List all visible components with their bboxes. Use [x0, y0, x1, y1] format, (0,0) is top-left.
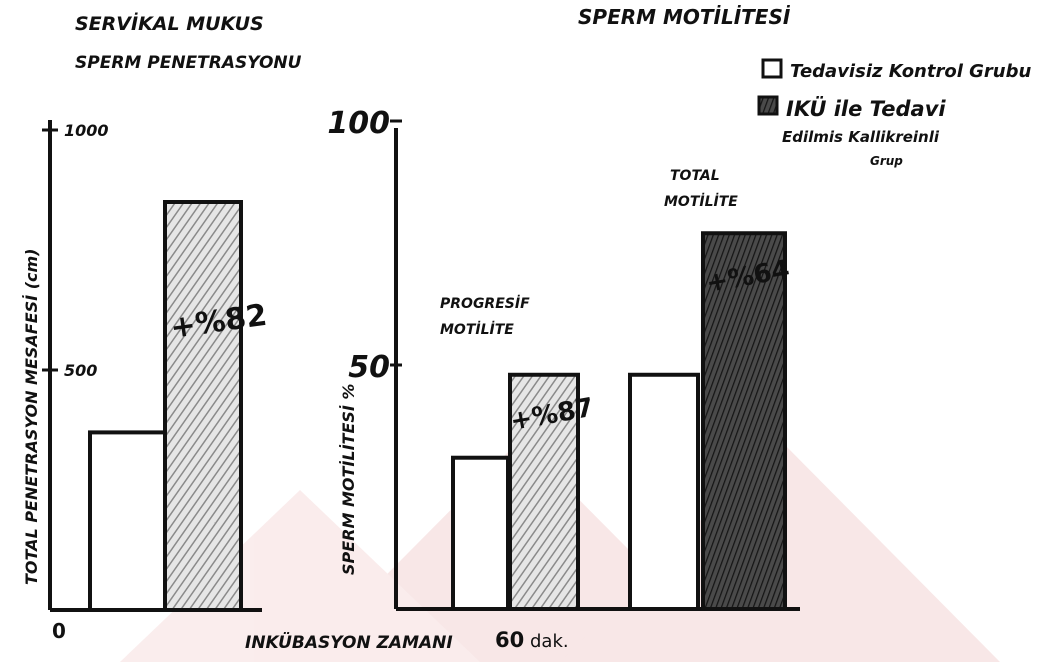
right-bar-treated-1	[701, 231, 787, 612]
legend-swatch-control	[761, 58, 783, 79]
legend: Tedavisiz Kontrol Grubu IKÜ ile Tedavi E…	[757, 58, 1032, 168]
right-bar-treated-0	[508, 372, 580, 612]
legend-label-treated-line2: Edilmis Kallikreinli	[782, 128, 940, 146]
left-y-tick-label: 500	[64, 361, 97, 380]
incubation-unit: dak.	[530, 631, 569, 652]
left-origin-label: 0	[52, 619, 66, 643]
legend-label-treated-line1: IKÜ ile Tedavi	[786, 96, 946, 121]
right-category-label-line2: MOTİLİTE	[664, 193, 738, 210]
right-chart-title: SPERM MOTİLİTESİ	[578, 5, 791, 29]
incubation-value: 60	[495, 628, 524, 652]
incubation-label: INKÜBASYON ZAMANI	[245, 631, 453, 653]
legend-swatch-treated	[757, 95, 779, 116]
right-category-label-line2: MOTİLİTE	[440, 321, 514, 338]
right-bar-control-0	[451, 455, 510, 611]
right-category-label-line1: PROGRESİF	[440, 295, 530, 312]
right-y-tick-label: 50	[348, 350, 390, 385]
right-y-axis-label: SPERM MOTİLİTESİ %	[339, 384, 358, 575]
left-chart-title-line1: SERVİKAL MUKUS	[75, 11, 264, 35]
legend-label-control: Tedavisiz Kontrol Grubu	[790, 61, 1032, 82]
right-category-label-line1: TOTAL	[670, 168, 720, 184]
right-y-tick-label: 100	[327, 106, 390, 141]
left-y-axis-label: TOTAL PENETRASYON MESAFESİ (cm)	[22, 249, 41, 585]
left-bar-control	[88, 430, 168, 612]
left-chart-title-line2: SPERM PENETRASYONU	[75, 53, 302, 73]
right-chart: 50 100 SPERM MOTİLİTESİ % PROGRESİF MOTİLİTE…	[327, 106, 800, 612]
left-bar-treated	[163, 200, 243, 612]
legend-label-treated-line3: Grup	[870, 154, 903, 168]
left-y-tick-label: 1000	[64, 121, 109, 140]
right-bar-control-1	[628, 372, 700, 612]
